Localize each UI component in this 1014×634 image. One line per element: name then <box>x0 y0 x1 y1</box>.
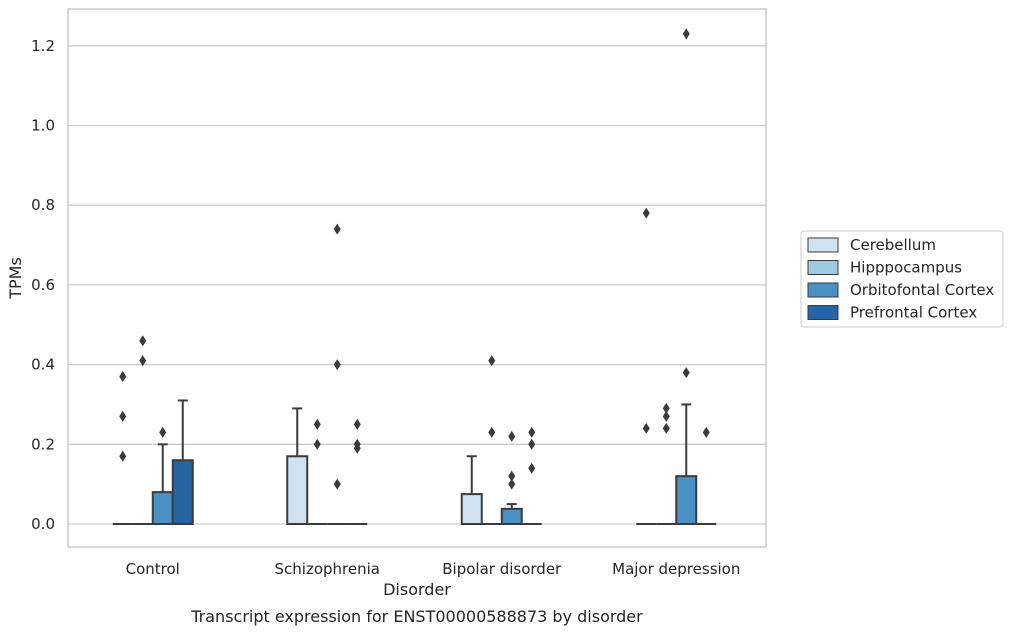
legend-item: Orbitofontal Cortex <box>807 281 994 299</box>
plot-frame <box>67 8 767 548</box>
outlier-point <box>159 426 167 438</box>
box-body <box>460 493 483 525</box>
y-tick-label: 0.0 <box>31 515 55 533</box>
outlier-point <box>528 426 536 438</box>
y-ticks: 0.0 0.2 0.4 0.6 0.8 1.0 1.2 <box>31 37 55 533</box>
legend-frame <box>800 230 1004 328</box>
outlier-point <box>119 371 127 383</box>
outlier-point <box>662 410 670 422</box>
legend-item: Prefrontal Cortex <box>807 304 977 322</box>
outlier-point <box>353 438 361 450</box>
y-tick-label: 1.2 <box>31 37 55 55</box>
y-tick-label: 1.0 <box>31 117 55 135</box>
outlier-point <box>662 422 670 434</box>
box-1-2 <box>481 355 502 525</box>
outlier-point <box>353 418 361 430</box>
outlier-point <box>508 478 516 490</box>
box-1-0 <box>132 335 153 525</box>
outlier-point <box>682 367 690 379</box>
boxes <box>112 28 717 526</box>
box-body <box>500 507 523 525</box>
box-3-3 <box>696 426 717 525</box>
legend-swatch <box>807 260 839 275</box>
outlier-point <box>682 28 690 40</box>
outlier-point <box>333 359 341 371</box>
box-2-3 <box>675 28 698 525</box>
outlier-point <box>333 478 341 490</box>
legend-item: Hipppocampus <box>807 259 962 277</box>
outlier-point <box>333 223 341 235</box>
x-tick-label: Schizophrenia <box>275 560 380 578</box>
gridlines <box>68 45 766 525</box>
y-tick-label: 0.8 <box>31 196 55 214</box>
outlier-point <box>642 207 650 219</box>
box-body <box>675 475 698 525</box>
outlier-point <box>662 402 670 414</box>
outlier-point <box>313 438 321 450</box>
box-1-1 <box>307 418 328 525</box>
box-3-1 <box>347 418 368 525</box>
outlier-point <box>528 438 536 450</box>
box-0-0 <box>112 371 133 525</box>
box-2-1 <box>327 223 348 525</box>
outlier-point <box>508 470 516 482</box>
legend-label: Hipppocampus <box>850 259 962 277</box>
box-0-3 <box>636 207 657 525</box>
legend-label: Cerebellum <box>850 236 936 254</box>
outlier-point <box>642 422 650 434</box>
outlier-point <box>119 450 127 462</box>
legend-label: Prefrontal Cortex <box>850 304 977 322</box>
box-body <box>286 455 309 526</box>
box-1-3 <box>656 402 677 525</box>
x-ticks: Control Schizophrenia Bipolar disorder Majo… <box>126 560 741 578</box>
outlier-point <box>119 410 127 422</box>
outlier-point <box>139 335 147 347</box>
legend-label: Orbitofontal Cortex <box>850 281 994 299</box>
box-body <box>171 459 194 525</box>
x-axis-title: Disorder <box>383 580 451 599</box>
outlier-point <box>702 426 710 438</box>
chart-caption: Transcript expression for ENST0000058887… <box>190 607 643 626</box>
legend-swatch <box>807 305 839 320</box>
y-axis-title: TPMs <box>6 257 25 300</box>
box-0-2 <box>460 455 483 525</box>
box-2-0 <box>151 426 174 525</box>
x-tick-label: Major depression <box>612 560 740 578</box>
outlier-point <box>508 430 516 442</box>
x-tick-label: Control <box>126 560 180 578</box>
outlier-point <box>313 418 321 430</box>
outlier-point <box>488 426 496 438</box>
y-tick-label: 0.4 <box>31 356 55 374</box>
outlier-point <box>488 355 496 367</box>
box-0-1 <box>286 407 309 526</box>
y-tick-label: 0.2 <box>31 435 55 453</box>
outlier-point <box>139 355 147 367</box>
legend: Cerebellum Hipppocampus Orbitofontal Corte… <box>800 230 1004 328</box>
y-tick-label: 0.6 <box>31 276 55 294</box>
legend-swatch <box>807 237 839 253</box>
legend-item: Cerebellum <box>807 236 936 254</box>
box-2-2 <box>500 430 523 525</box>
x-tick-label: Bipolar disorder <box>442 560 562 578</box>
legend-swatch <box>807 282 839 298</box>
box-3-0 <box>171 399 194 525</box>
outlier-point <box>528 462 536 474</box>
box-3-2 <box>521 426 542 525</box>
box-body <box>151 491 174 525</box>
